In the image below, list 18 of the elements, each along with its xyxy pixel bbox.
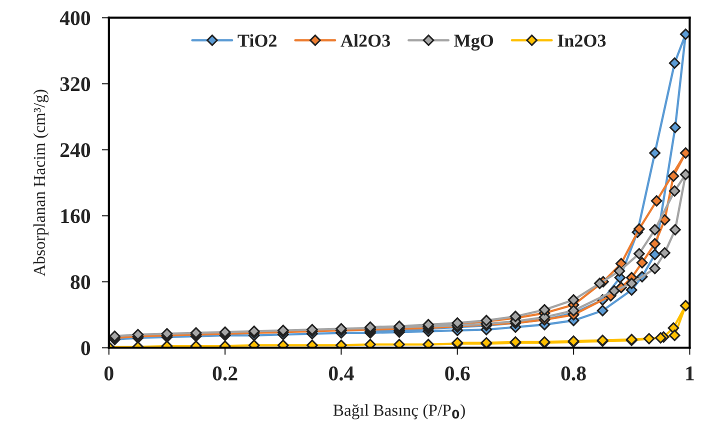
x-tick-label: 1 [686,366,694,380]
y-tick-label: 160 [61,209,90,224]
y-tick-label: 80 [70,275,90,290]
x-tick-label: 0.8 [561,366,586,381]
y-tick-label: 240 [60,143,90,158]
x-axis-title: Bağıl Basınç (P/P$_{0}$) [333,404,465,420]
x-tick-label: 0.4 [328,366,354,381]
legend-label: Al2O3 [340,34,390,47]
legend-label: TiO2 [238,34,276,47]
legend-label: MgO [454,34,494,51]
y-axis-title: Absorplanan Hacim (cm³/g) [33,90,48,276]
legend-label: In2O3 [558,34,606,47]
x-tick-label: 0 [104,366,114,380]
x-tick-label: 0.6 [445,366,470,381]
y-tick-label: 0 [81,341,90,356]
x-tick-label: 0.2 [212,366,238,381]
y-tick-label: 320 [60,77,90,92]
y-tick-label: 400 [60,11,90,26]
